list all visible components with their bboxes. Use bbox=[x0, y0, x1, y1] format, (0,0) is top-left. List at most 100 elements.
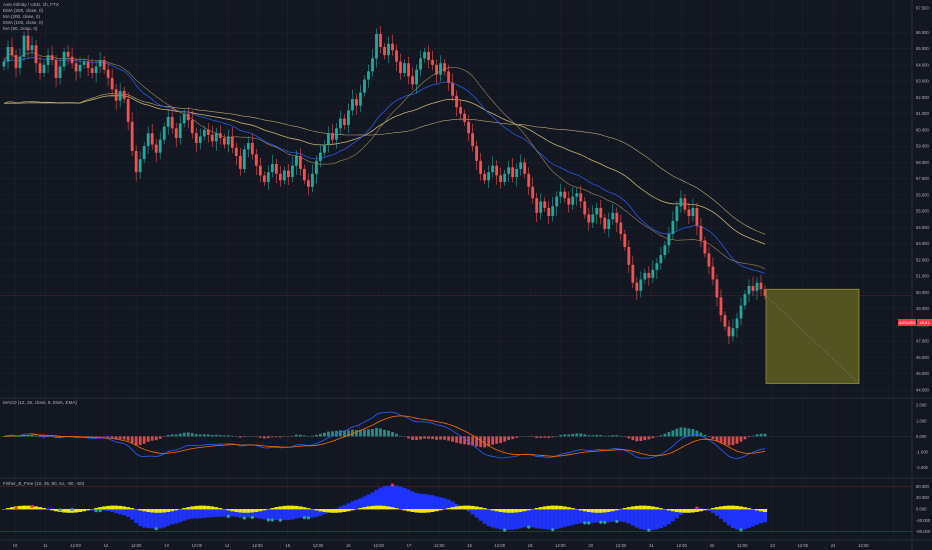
fisher-turn-dot bbox=[587, 521, 591, 525]
fisher-area-bar bbox=[402, 487, 407, 509]
macd-hist-bar bbox=[347, 430, 350, 437]
fisher-yellow-bar bbox=[590, 509, 595, 513]
candle-body bbox=[154, 144, 158, 153]
fisher-yellow-bar bbox=[626, 507, 631, 510]
fisher-yellow-bar bbox=[602, 509, 607, 513]
fisher-yellow-bar bbox=[462, 505, 467, 510]
candle-body bbox=[763, 289, 767, 296]
fisher-yellow-bar bbox=[54, 509, 59, 512]
fisher-yellow-bar bbox=[342, 509, 347, 512]
macd-hist-bar bbox=[599, 435, 603, 437]
candle-body bbox=[599, 207, 603, 218]
fisher-label[interactable]: Fisher_B_Free (10, 25, 80, 51, -80, -50) bbox=[3, 481, 85, 486]
fisher-area-bar bbox=[154, 509, 159, 529]
fisher-yellow-bar bbox=[610, 509, 615, 512]
fisher-area-bar bbox=[586, 509, 591, 523]
candle-body bbox=[30, 45, 34, 51]
ema100-line bbox=[3, 57, 766, 274]
candle-body bbox=[298, 155, 302, 169]
macd-hist-bar bbox=[643, 436, 647, 441]
fisher-yellow-bar bbox=[666, 509, 671, 511]
macd-hist-bar bbox=[631, 436, 635, 441]
candle-body bbox=[531, 186, 535, 199]
fisher-yellow-bar bbox=[414, 509, 419, 513]
macd-legend[interactable]: MACD (12, 26, close, 9, EMA, EMA) bbox=[3, 400, 77, 406]
fisher-area-bar bbox=[674, 509, 679, 519]
fisher-area-bar bbox=[162, 509, 167, 528]
candle-body bbox=[234, 147, 238, 156]
candle-body bbox=[727, 326, 731, 337]
main-legend[interactable]: Axie Infinity / USD, 1h, FTX EMA (200, c… bbox=[3, 2, 59, 32]
candle-body bbox=[559, 191, 563, 197]
candle-body bbox=[623, 233, 627, 247]
fisher-turn-dot bbox=[527, 525, 531, 529]
fisher-yellow-bar bbox=[390, 507, 395, 510]
macd-hist-bar bbox=[559, 434, 563, 437]
macd-hist-bar bbox=[539, 436, 543, 438]
fisher-yellow-bar bbox=[606, 509, 611, 512]
candle-body bbox=[290, 165, 294, 178]
time-tick-label: 12:00 bbox=[70, 543, 81, 548]
indicator-ema200-label[interactable]: EMA (200, close, 0) bbox=[3, 8, 44, 13]
fisher-yellow-bar bbox=[10, 507, 15, 510]
macd-axis: 2.000 1.000 0.000 -1.000 -2.000 bbox=[916, 403, 929, 471]
candle-body bbox=[747, 285, 751, 295]
indicator-ma200-label[interactable]: MA (200, close, 0) bbox=[3, 14, 41, 19]
candle-body bbox=[539, 201, 543, 213]
fisher-area-bar bbox=[246, 509, 251, 518]
indicator-ema100-label[interactable]: EMA (100, close, 0) bbox=[3, 20, 44, 25]
fisher-area-bar bbox=[362, 496, 367, 509]
macd-hist-bar bbox=[142, 436, 146, 444]
macd-label[interactable]: MACD (12, 26, close, 9, EMA, EMA) bbox=[3, 400, 78, 405]
macd-hist-bar bbox=[146, 436, 150, 442]
macd-hist-bar bbox=[335, 430, 338, 437]
macd-hist-bar bbox=[483, 436, 487, 448]
short-position-box[interactable] bbox=[765, 288, 860, 384]
fisher-yellow-bar bbox=[418, 509, 423, 513]
candle-body bbox=[459, 107, 463, 114]
candle-body bbox=[86, 61, 90, 69]
fisher-area-bar bbox=[146, 509, 151, 529]
candle-body bbox=[54, 60, 58, 78]
fisher-area-bar bbox=[474, 509, 479, 518]
macd-hist-bar bbox=[491, 436, 495, 445]
macd-hist-bar bbox=[679, 427, 683, 437]
fisher-area-bar bbox=[222, 509, 227, 517]
fisher-yellow-bar bbox=[114, 505, 119, 510]
candle-body bbox=[759, 282, 763, 290]
fisher-area-bar bbox=[666, 509, 671, 525]
symbol-title[interactable]: Axie Infinity / USD, 1h, FTX bbox=[3, 2, 59, 7]
candle-body bbox=[38, 63, 42, 74]
fisher-legend[interactable]: Fisher_B_Free (10, 25, 80, 51, -80, -50) bbox=[3, 481, 84, 487]
candle-body bbox=[423, 51, 426, 59]
fisher-yellow-bar bbox=[130, 508, 135, 510]
indicator-ma50-label[interactable]: MA (50, close, 0) bbox=[3, 26, 38, 31]
fisher-area-bar bbox=[122, 509, 127, 516]
time-tick-label: 12:00 bbox=[495, 543, 506, 548]
fisher-area-bar bbox=[182, 509, 187, 521]
fisher-yellow-bar bbox=[186, 507, 191, 510]
fisher-yellow-bar bbox=[306, 508, 311, 510]
candle-body bbox=[218, 133, 222, 139]
candle-body bbox=[575, 193, 579, 197]
fisher-area-bar bbox=[638, 509, 643, 530]
macd-hist-bar bbox=[739, 436, 743, 442]
candle-body bbox=[94, 66, 98, 74]
time-axis[interactable]: 10 11 12:00 12 12:00 13 12:00 14 12:00 15 12:00 16 1… bbox=[13, 543, 870, 548]
candle-body bbox=[751, 285, 755, 291]
fisher-yellow-bar bbox=[182, 508, 187, 510]
fisher-area-bar bbox=[610, 509, 615, 522]
candle-body bbox=[731, 328, 735, 337]
fisher-area-bar bbox=[718, 509, 723, 519]
fisher-yellow-bar bbox=[286, 505, 291, 510]
fisher-yellow-bar bbox=[434, 509, 439, 512]
fisher-area-bar bbox=[166, 509, 171, 526]
fisher-area-bar bbox=[142, 509, 147, 528]
candle-body bbox=[595, 207, 599, 215]
candle-body bbox=[471, 133, 475, 147]
macd-pane bbox=[0, 411, 912, 459]
fisher-area-bar bbox=[534, 509, 539, 529]
candle-body bbox=[186, 113, 190, 121]
fisher-area-bar bbox=[350, 501, 355, 509]
